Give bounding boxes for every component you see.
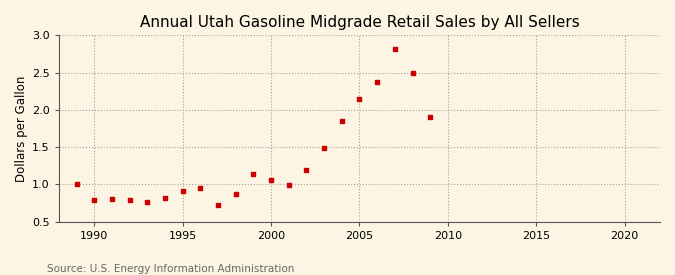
Point	[159, 196, 170, 200]
Point	[178, 189, 188, 193]
Point	[425, 114, 435, 119]
Point	[389, 46, 400, 51]
Point	[124, 198, 135, 202]
Point	[354, 97, 365, 102]
Point	[301, 167, 312, 172]
Point	[89, 198, 100, 202]
Title: Annual Utah Gasoline Midgrade Retail Sales by All Sellers: Annual Utah Gasoline Midgrade Retail Sal…	[140, 15, 579, 30]
Point	[107, 196, 117, 201]
Point	[142, 200, 153, 205]
Point	[372, 80, 383, 84]
Point	[230, 192, 241, 196]
Text: Source: U.S. Energy Information Administration: Source: U.S. Energy Information Administ…	[47, 264, 294, 274]
Point	[407, 71, 418, 76]
Point	[336, 119, 347, 123]
Point	[266, 178, 277, 182]
Point	[213, 202, 223, 207]
Y-axis label: Dollars per Gallon: Dollars per Gallon	[15, 75, 28, 182]
Point	[248, 172, 259, 176]
Point	[319, 146, 329, 150]
Point	[72, 182, 82, 187]
Point	[284, 183, 294, 187]
Point	[195, 186, 206, 190]
